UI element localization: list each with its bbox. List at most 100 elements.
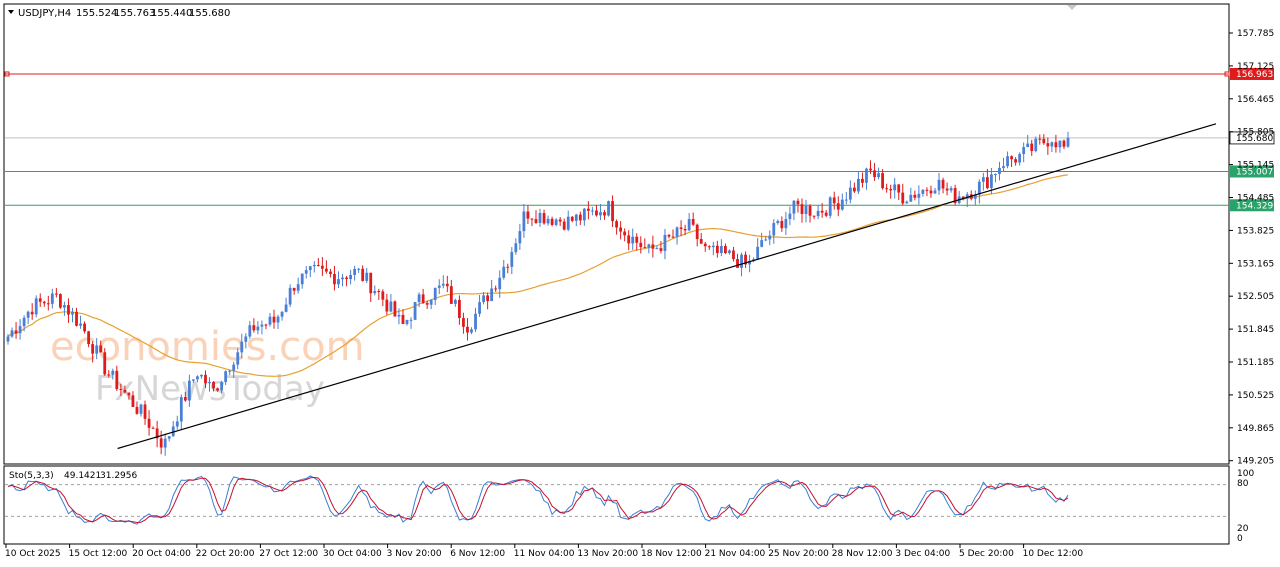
- candle-body: [393, 301, 397, 317]
- chart-header: USDJPY,H4 155.524 155.763 155.440 155.68…: [8, 8, 230, 19]
- candle-body: [510, 252, 514, 267]
- candle-body: [458, 299, 461, 318]
- candle-body: [470, 329, 473, 333]
- candle-body: [840, 199, 844, 210]
- candle-body: [1046, 143, 1050, 147]
- candle-body: [87, 331, 91, 345]
- candle-body: [542, 213, 546, 224]
- menu-triangle-icon[interactable]: [8, 10, 14, 14]
- candle-body: [861, 178, 864, 183]
- candle-body: [647, 244, 651, 248]
- candle-body: [659, 248, 663, 251]
- candle-body: [514, 243, 518, 253]
- candle-body: [377, 290, 381, 292]
- x-tick-label: 22 Oct 20:00: [196, 549, 255, 559]
- level-price-label: 154.329: [1236, 201, 1273, 211]
- current-price-tag: [1229, 131, 1275, 145]
- level-handle[interactable]: [4, 71, 10, 77]
- candle-body: [929, 190, 933, 194]
- candle-body: [494, 288, 498, 290]
- y-tick-label: 152.505: [1237, 292, 1274, 302]
- candle-body: [643, 247, 647, 249]
- candle-body: [232, 364, 236, 371]
- candle-body: [155, 428, 159, 439]
- candle-body: [909, 194, 913, 202]
- candle-body: [933, 190, 937, 194]
- candle-body: [595, 210, 598, 216]
- candle-body: [820, 210, 824, 213]
- candle-body: [1002, 166, 1005, 168]
- candle-body: [200, 374, 203, 377]
- candle-body: [123, 389, 127, 393]
- stochastic-d-value: 31.2956: [100, 471, 137, 481]
- candle-body: [264, 324, 268, 326]
- candle-body: [848, 187, 852, 200]
- candle-body: [337, 279, 340, 285]
- candle-body: [361, 268, 365, 281]
- y-tick-label: 154.485: [1237, 194, 1274, 204]
- x-tick-label: 5 Dec 20:00: [959, 549, 1014, 559]
- candle-body: [151, 427, 155, 429]
- candle-body: [607, 201, 610, 216]
- y-tick-label: 157.785: [1237, 29, 1274, 39]
- ohlc-high: 155.763: [114, 8, 155, 19]
- candle-body: [889, 188, 893, 191]
- candle-body: [304, 270, 308, 274]
- candle-body: [522, 211, 526, 232]
- candle-body: [175, 421, 179, 427]
- candle-body: [220, 382, 224, 391]
- level-price-label: 155.007: [1236, 167, 1273, 177]
- scroll-marker-icon[interactable]: [1067, 5, 1077, 10]
- candle-body: [683, 228, 687, 231]
- candle-body: [143, 404, 147, 419]
- candle-body: [788, 213, 792, 219]
- candle-body: [877, 173, 880, 178]
- candle-body: [284, 304, 288, 312]
- candle-body: [780, 220, 784, 229]
- stoch-d-line: [7, 476, 1069, 524]
- candle-body: [857, 178, 860, 192]
- candle-body: [425, 302, 429, 305]
- trendline[interactable]: [117, 123, 1217, 450]
- candle-body: [655, 248, 659, 250]
- candle-body: [901, 192, 905, 204]
- ohlc-open: 155.524: [76, 8, 117, 19]
- candle-body: [171, 426, 175, 437]
- candle-body: [498, 277, 502, 290]
- candle-body: [482, 295, 485, 303]
- current-price-label: 155.680: [1236, 134, 1273, 144]
- candle-body: [562, 221, 566, 230]
- candle-body: [240, 341, 244, 353]
- candle-body: [679, 227, 683, 229]
- level-price-tag: [1230, 199, 1274, 212]
- candle-body: [776, 220, 780, 224]
- candle-body: [296, 284, 300, 291]
- candle-body: [75, 311, 78, 326]
- candle-body: [913, 194, 917, 198]
- candle-body: [530, 218, 534, 220]
- y-tick-label: 153.825: [1237, 226, 1274, 236]
- candle-body: [881, 173, 885, 189]
- x-tick-label: 25 Nov 20:00: [768, 549, 829, 559]
- level-handle[interactable]: [1224, 71, 1230, 77]
- level-price-tag: [1230, 165, 1274, 178]
- candle-body: [292, 287, 296, 291]
- x-tick-label: 15 Oct 12:00: [69, 549, 128, 559]
- candle-body: [623, 231, 627, 236]
- stoch-y-label: 100: [1237, 469, 1254, 479]
- candle-body: [506, 266, 510, 268]
- candle-body: [95, 345, 99, 354]
- candle-body: [977, 181, 981, 195]
- candle-body: [397, 314, 401, 317]
- candle-body: [844, 199, 848, 201]
- candle-body: [320, 265, 324, 269]
- candle-body: [941, 179, 945, 189]
- candle-body: [586, 208, 590, 211]
- candle-body: [812, 215, 816, 217]
- candle-body: [147, 418, 151, 428]
- candle-body: [187, 380, 191, 401]
- candle-body: [119, 389, 123, 391]
- candle-body: [897, 184, 901, 193]
- candle-body: [724, 246, 727, 254]
